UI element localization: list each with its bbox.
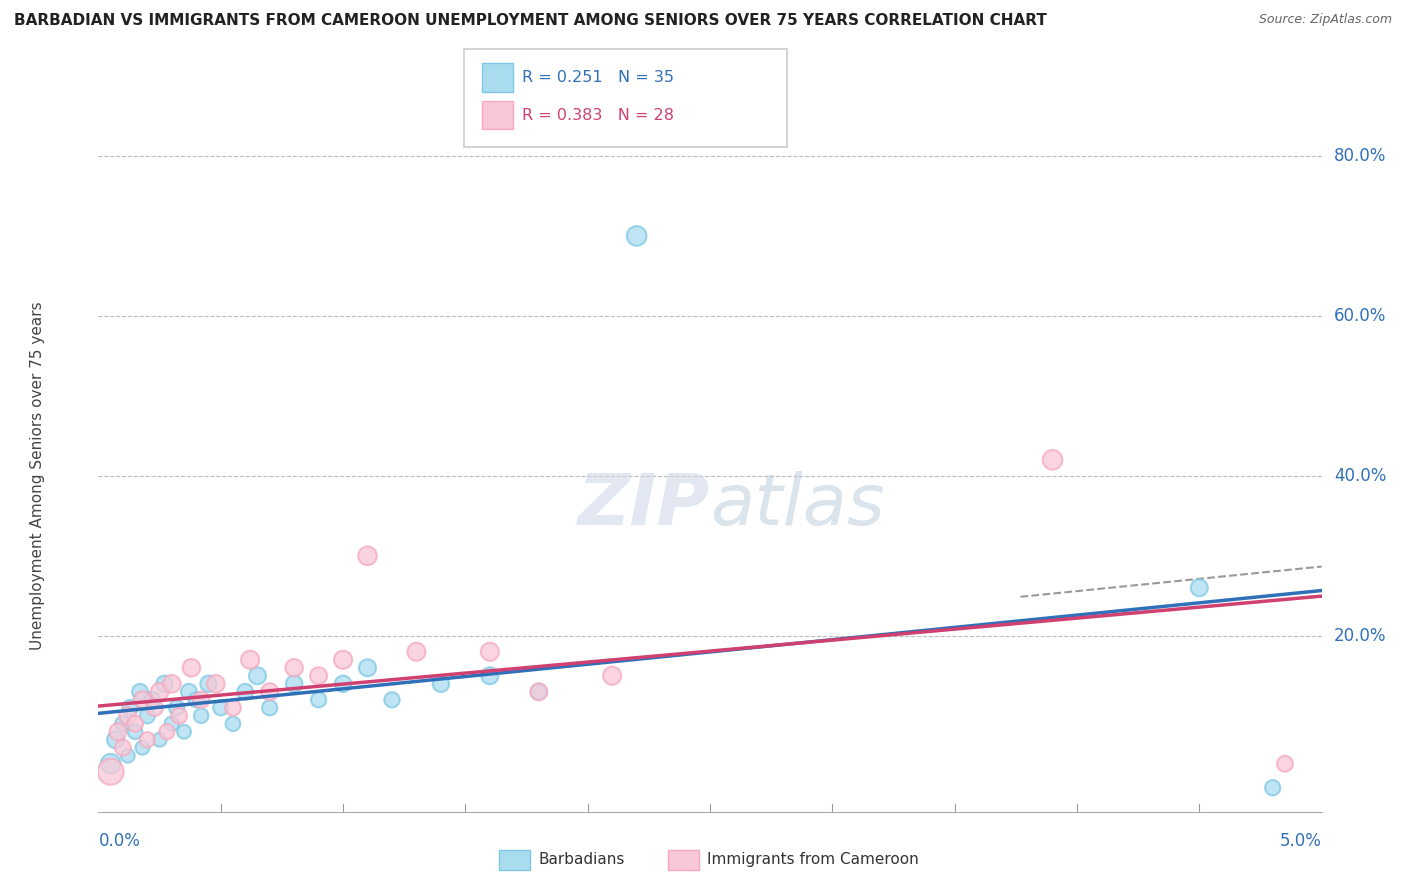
Point xyxy=(222,700,245,714)
Point xyxy=(129,685,152,699)
Text: R = 0.251   N = 35: R = 0.251 N = 35 xyxy=(522,70,673,85)
Point xyxy=(259,685,281,699)
Point xyxy=(111,716,134,731)
Point xyxy=(173,724,195,739)
Text: 5.0%: 5.0% xyxy=(1279,831,1322,850)
Point xyxy=(160,677,183,691)
Text: Immigrants from Cameroon: Immigrants from Cameroon xyxy=(707,853,920,867)
Text: atlas: atlas xyxy=(710,471,884,540)
Point xyxy=(120,700,142,714)
Point xyxy=(124,724,146,739)
Point xyxy=(233,685,256,699)
Point xyxy=(149,732,172,747)
Point xyxy=(124,716,146,731)
Point xyxy=(283,661,305,675)
Point xyxy=(1042,453,1064,467)
Point xyxy=(104,732,127,747)
Point xyxy=(332,653,354,667)
Point xyxy=(197,677,219,691)
Point xyxy=(117,708,139,723)
Point xyxy=(149,685,172,699)
Point xyxy=(136,708,159,723)
Point xyxy=(131,740,153,755)
Text: 0.0%: 0.0% xyxy=(98,831,141,850)
Text: 60.0%: 60.0% xyxy=(1334,307,1386,325)
Point xyxy=(190,692,212,706)
Point xyxy=(190,708,212,723)
Text: BARBADIAN VS IMMIGRANTS FROM CAMEROON UNEMPLOYMENT AMONG SENIORS OVER 75 YEARS C: BARBADIAN VS IMMIGRANTS FROM CAMEROON UN… xyxy=(14,13,1047,29)
Point xyxy=(131,692,153,706)
Text: 80.0%: 80.0% xyxy=(1334,147,1386,165)
Point xyxy=(283,677,305,691)
Point xyxy=(405,645,427,659)
Point xyxy=(239,653,262,667)
Point xyxy=(1188,581,1211,595)
Text: R = 0.383   N = 28: R = 0.383 N = 28 xyxy=(522,108,673,122)
Point xyxy=(308,669,330,683)
Point xyxy=(141,692,163,706)
Point xyxy=(153,677,176,691)
Text: Unemployment Among Seniors over 75 years: Unemployment Among Seniors over 75 years xyxy=(30,301,45,650)
Point xyxy=(1261,780,1284,795)
Point xyxy=(117,748,139,763)
Point xyxy=(308,692,330,706)
Point xyxy=(186,692,208,706)
Point xyxy=(1274,756,1296,771)
Point xyxy=(100,756,122,771)
Point xyxy=(107,724,129,739)
Point xyxy=(143,700,166,714)
Point xyxy=(160,716,183,731)
Point xyxy=(332,677,354,691)
Text: ZIP: ZIP xyxy=(578,471,710,540)
Point xyxy=(478,645,501,659)
Point xyxy=(356,549,378,563)
Point xyxy=(177,685,200,699)
Point xyxy=(100,764,122,779)
Text: 40.0%: 40.0% xyxy=(1334,467,1386,485)
Point xyxy=(111,740,134,755)
Point xyxy=(156,724,179,739)
Point xyxy=(222,716,245,731)
Point xyxy=(600,669,623,683)
Text: Source: ZipAtlas.com: Source: ZipAtlas.com xyxy=(1258,13,1392,27)
Point xyxy=(209,700,232,714)
Point xyxy=(246,669,269,683)
Point xyxy=(430,677,453,691)
Text: Barbadians: Barbadians xyxy=(538,853,624,867)
Point xyxy=(259,700,281,714)
Point xyxy=(180,661,202,675)
Point xyxy=(381,692,404,706)
Point xyxy=(167,708,190,723)
Point xyxy=(478,669,501,683)
Point xyxy=(166,700,188,714)
Point xyxy=(356,661,378,675)
Point xyxy=(205,677,228,691)
Point xyxy=(527,685,550,699)
Point xyxy=(626,228,648,243)
Point xyxy=(527,685,550,699)
Text: 20.0%: 20.0% xyxy=(1334,627,1386,645)
Point xyxy=(136,732,159,747)
